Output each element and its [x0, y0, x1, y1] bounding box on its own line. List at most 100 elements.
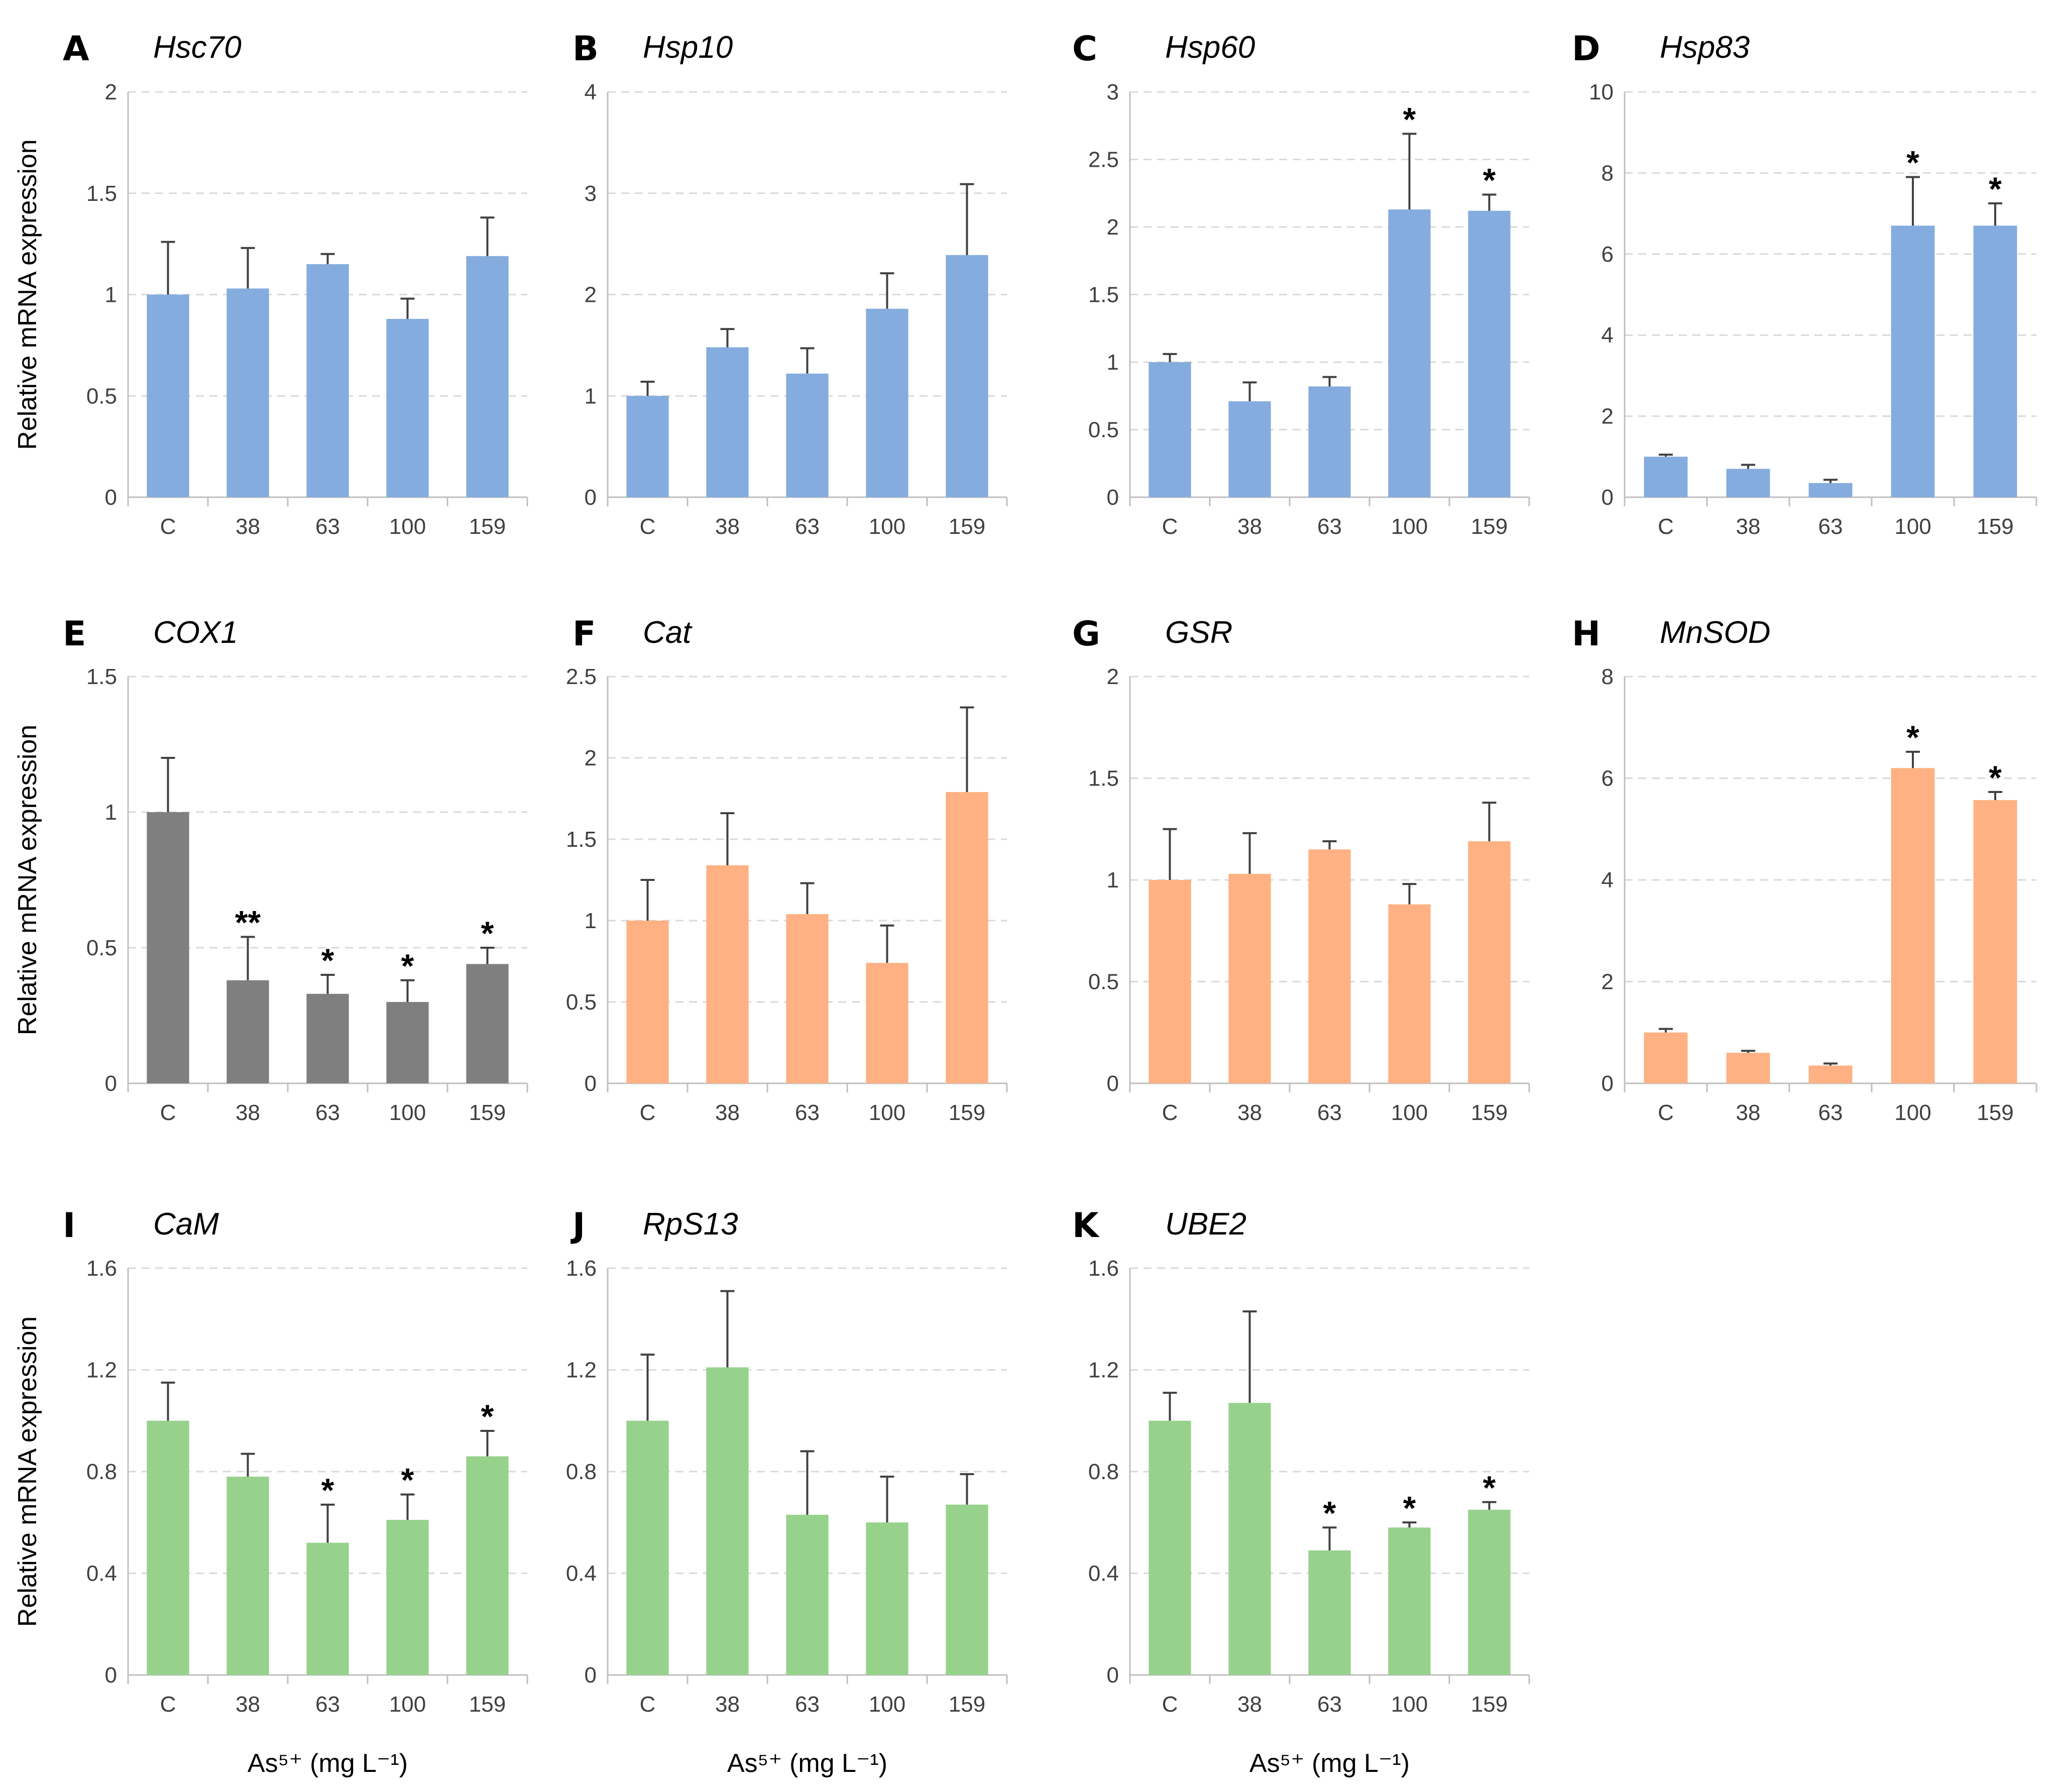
chart-panel-d: D Hsp83 0 2 4 6 8 10 C 38 63 100 * 159 * — [1572, 29, 2037, 539]
panel-letter: E — [63, 614, 86, 654]
significance-marker: * — [1906, 719, 1919, 756]
x-axis-title: As⁵⁺ (mg L⁻¹) — [727, 1749, 887, 1778]
bar — [786, 1515, 829, 1675]
x-tick-label: C — [1658, 514, 1674, 539]
panel-title: COX1 — [153, 615, 238, 650]
y-tick-label: 0 — [585, 485, 597, 510]
x-tick-label: 100 — [1391, 1692, 1428, 1717]
x-tick-label: 159 — [1471, 1692, 1508, 1717]
y-axis-title: Relative mRNA expression — [13, 725, 42, 1035]
bar — [1308, 386, 1351, 497]
bar — [1891, 226, 1935, 497]
chart-panel-i: I CaM 0 0.4 0.8 1.2 1.6 C 38 63 * 100 * 159 * Relative … — [13, 1206, 528, 1778]
y-tick-label: 2 — [585, 283, 597, 307]
bar — [1644, 1032, 1688, 1083]
bar — [946, 1504, 988, 1675]
x-tick-label: 159 — [469, 1100, 506, 1125]
bar — [1468, 841, 1511, 1083]
x-tick-label: C — [160, 1692, 176, 1717]
chart-panel-k: K UBE2 0 0.4 0.8 1.2 1.6 C 38 63 * 100 * 159 * As⁵⁺ (mg… — [1072, 1206, 1530, 1778]
y-tick-label: 1 — [105, 283, 117, 307]
bar — [466, 256, 509, 497]
x-tick-label: 38 — [1736, 1100, 1761, 1125]
x-tick-label: 63 — [795, 1100, 820, 1125]
bar — [226, 980, 269, 1083]
x-tick-label: 63 — [1317, 514, 1342, 539]
y-tick-label: 1.2 — [566, 1358, 597, 1383]
panel-title: Hsp10 — [643, 30, 733, 65]
chart-panel-a: A Hsc70 0 0.5 1 1.5 2 C 38 63 100 159 Relative mRNA … — [13, 29, 528, 539]
y-tick-label: 0.5 — [1088, 418, 1119, 442]
bar — [1973, 800, 2017, 1083]
y-tick-label: 0 — [585, 1663, 597, 1688]
x-tick-label: 100 — [1391, 1100, 1428, 1125]
x-tick-label: C — [1162, 1100, 1178, 1125]
y-tick-label: 8 — [1602, 161, 1614, 185]
x-tick-label: 159 — [949, 1100, 985, 1125]
y-axis-title: Relative mRNA expression — [13, 1316, 42, 1627]
bar — [706, 1367, 749, 1675]
x-tick-label: 63 — [315, 514, 340, 539]
x-tick-label: 38 — [1237, 1100, 1262, 1125]
x-tick-label: 159 — [949, 1692, 985, 1717]
panel-letter: I — [63, 1206, 75, 1246]
bar — [147, 812, 189, 1083]
panel-letter: B — [573, 29, 599, 69]
bar — [1228, 1403, 1271, 1675]
x-tick-label: 159 — [469, 514, 506, 539]
y-tick-label: 1.5 — [86, 181, 117, 206]
y-tick-label: 0 — [1602, 1071, 1614, 1096]
significance-marker: * — [1483, 161, 1496, 198]
y-tick-label: 1.6 — [566, 1256, 597, 1281]
bar — [1726, 469, 1770, 497]
significance-marker: * — [1989, 759, 2002, 796]
y-tick-label: 1 — [585, 384, 597, 408]
bar — [1973, 226, 2017, 497]
x-tick-label: 63 — [795, 1692, 820, 1717]
panel-title: Hsp83 — [1660, 30, 1750, 65]
chart-panel-h: H MnSOD 0 2 4 6 8 C 38 63 100 * 159 * — [1572, 614, 2037, 1125]
x-tick-label: 100 — [389, 1692, 426, 1717]
x-tick-label: 63 — [315, 1100, 340, 1125]
y-tick-label: 1.2 — [1088, 1358, 1119, 1383]
x-tick-label: 63 — [1818, 1100, 1843, 1125]
bar — [946, 792, 988, 1083]
bar — [1388, 904, 1431, 1083]
y-tick-label: 0 — [585, 1071, 597, 1096]
y-tick-label: 0.8 — [566, 1460, 597, 1484]
bar — [466, 1456, 509, 1675]
bar — [1228, 401, 1271, 497]
y-tick-label: 1.6 — [1088, 1256, 1119, 1281]
bar — [786, 914, 829, 1083]
x-tick-label: 159 — [949, 514, 985, 539]
significance-marker: * — [481, 915, 494, 952]
y-axis-title: Relative mRNA expression — [13, 139, 42, 450]
y-tick-label: 2 — [1107, 664, 1119, 689]
y-tick-label: 1.6 — [86, 1256, 117, 1281]
y-tick-label: 0 — [1107, 1663, 1119, 1688]
x-tick-label: 38 — [1237, 514, 1262, 539]
chart-panel-f: F Cat 0 0.5 1 1.5 2 2.5 C 38 63 100 159 — [566, 614, 1008, 1125]
x-tick-label: C — [1162, 514, 1178, 539]
y-tick-label: 2.5 — [566, 664, 597, 689]
x-tick-label: C — [640, 514, 656, 539]
y-tick-label: 0 — [1602, 485, 1614, 510]
significance-marker: * — [1403, 1489, 1416, 1526]
x-tick-label: 38 — [236, 1100, 260, 1125]
bar — [1808, 483, 1853, 497]
bar — [706, 347, 749, 497]
y-tick-label: 1 — [1107, 868, 1119, 892]
x-tick-label: 100 — [869, 514, 905, 539]
panel-letter: F — [573, 614, 596, 654]
x-tick-label: 63 — [1317, 1692, 1342, 1717]
panel-letter: A — [63, 29, 89, 69]
bar — [1149, 880, 1191, 1083]
y-tick-label: 0.4 — [1088, 1561, 1119, 1586]
panel-letter: D — [1572, 29, 1600, 69]
x-tick-label: C — [1162, 1692, 1178, 1717]
y-tick-label: 0 — [1107, 1071, 1119, 1096]
bar — [1808, 1065, 1853, 1083]
bar — [946, 255, 988, 497]
bar — [1388, 1527, 1431, 1675]
